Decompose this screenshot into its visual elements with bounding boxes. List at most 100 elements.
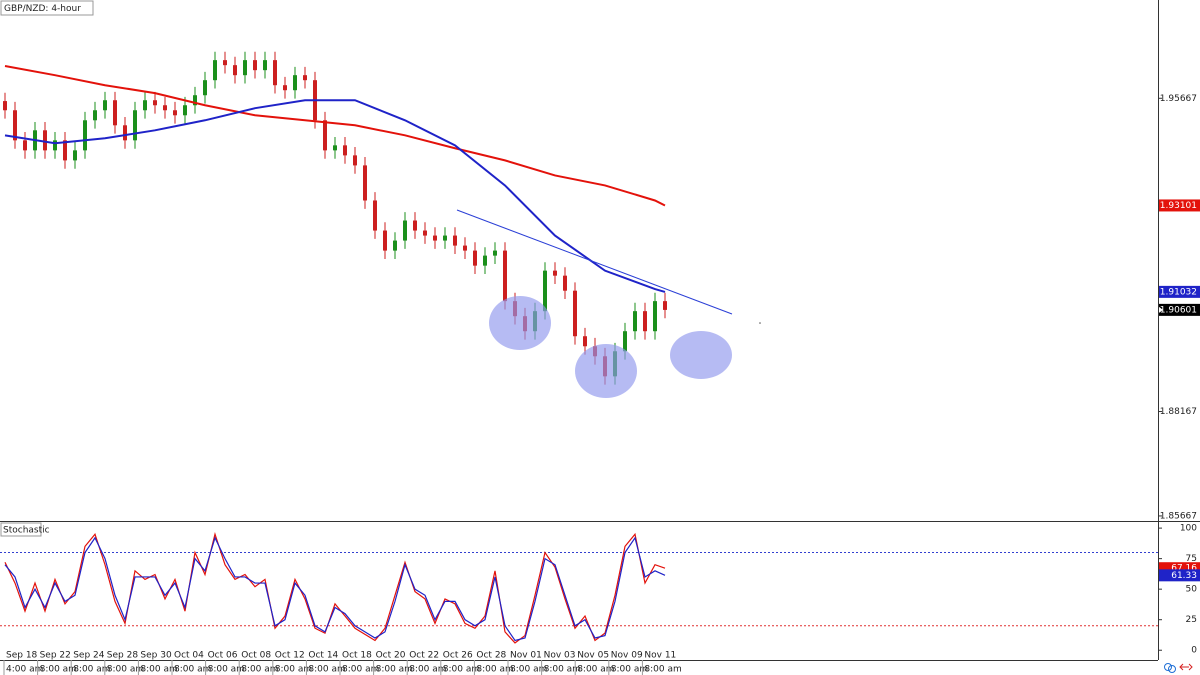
x-tick-sublabel: 8:00 am [577, 665, 614, 675]
candle-body [213, 60, 217, 81]
candle-body [263, 60, 267, 71]
x-tick-sublabel: 4:00 am [6, 665, 43, 675]
price-badge-label: 67.16 [1171, 564, 1197, 574]
y-tick-label: 1.85667 [1160, 511, 1197, 521]
candle-body [93, 110, 97, 121]
candle-body [123, 125, 127, 141]
candle-body [373, 200, 377, 231]
x-tick-sublabel: 8:00 am [409, 665, 446, 675]
highlight-circle [489, 296, 551, 350]
x-tick-label: Oct 08 [241, 651, 271, 661]
price-badge-label: 1.91032 [1160, 287, 1197, 297]
x-tick-sublabel: 8:00 am [208, 665, 245, 675]
candle-body [153, 100, 157, 106]
candle-body [323, 120, 327, 151]
x-tick-label: Oct 06 [208, 651, 238, 661]
candle-body [663, 301, 667, 310]
price-badge [1159, 303, 1200, 316]
candle-body [43, 130, 47, 151]
candle-body [303, 75, 307, 81]
highlight-circle [670, 331, 732, 379]
candle-body [53, 140, 57, 151]
candle-body [623, 331, 627, 352]
y-tick-label: 1.95667 [1160, 94, 1197, 104]
scroll-icon[interactable] [1179, 663, 1193, 671]
x-tick-label: Nov 09 [611, 651, 643, 661]
candle-body [63, 140, 67, 161]
toolbar-icons[interactable] [1164, 663, 1193, 673]
x-tick-sublabel: 8:00 am [275, 665, 312, 675]
y-tick-label: 1.88167 [1160, 407, 1197, 417]
x-tick-sublabel: 8:00 am [476, 665, 513, 675]
indicator-title: Stochastic [3, 526, 50, 536]
x-tick-sublabel: 8:00 am [644, 665, 681, 675]
candle-body [473, 250, 477, 266]
chart-title: GBP/NZD: 4-hour [4, 4, 81, 14]
candle-body [83, 120, 87, 151]
candle-body [573, 290, 577, 337]
price-badge-label: 1.90601 [1160, 305, 1197, 315]
x-tick-sublabel: 8:00 am [174, 665, 211, 675]
candle-body [393, 240, 397, 251]
candle-body [143, 100, 147, 111]
x-tick-sublabel: 8:00 am [611, 665, 648, 675]
candle-body [493, 250, 497, 256]
x-tick-label: Oct 12 [275, 651, 305, 661]
candle-body [583, 336, 587, 347]
stochastic-line [4, 532, 666, 644]
x-tick-label: Oct 28 [476, 651, 506, 661]
x-tick-label: Sep 18 [6, 651, 38, 661]
x-tick-label: Sep 28 [107, 651, 139, 661]
x-tick-sublabel: 8:00 am [107, 665, 144, 675]
candle-body [643, 311, 647, 332]
candle-body [133, 110, 137, 141]
candle-body [353, 155, 357, 166]
x-tick-sublabel: 8:00 am [241, 665, 278, 675]
candle-body [423, 230, 427, 236]
stochastic-line [4, 536, 666, 642]
candle-body [173, 110, 177, 116]
candle-body [483, 255, 487, 266]
price-badge-label: 1.93101 [1160, 201, 1197, 211]
link-icon[interactable] [1168, 665, 1176, 673]
x-tick-label: Nov 01 [510, 651, 542, 661]
candle-body [293, 75, 297, 91]
x-tick-label: Nov 11 [644, 651, 676, 661]
candle-body [413, 220, 417, 231]
candle-body [193, 95, 197, 106]
x-tick-sublabel: 8:00 am [140, 665, 177, 675]
x-tick-label: Nov 03 [544, 651, 576, 661]
y-tick-label: 75 [1186, 554, 1197, 564]
candle-body [273, 60, 277, 86]
candle-body [183, 105, 187, 116]
x-tick-label: Sep 22 [40, 651, 71, 661]
price-pointer [1159, 306, 1163, 313]
candle-body [633, 311, 637, 332]
x-tick-label: Nov 05 [577, 651, 609, 661]
x-tick-label: Oct 04 [174, 651, 204, 661]
candle-body [653, 301, 657, 332]
x-tick-sublabel: 8:00 am [308, 665, 345, 675]
x-tick-sublabel: 8:00 am [376, 665, 413, 675]
x-tick-label: Oct 26 [443, 651, 473, 661]
cursor-dot [759, 322, 761, 324]
x-tick-sublabel: 8:00 am [342, 665, 379, 675]
candle-body [233, 65, 237, 76]
candle-body [113, 100, 117, 126]
x-tick-label: Oct 14 [308, 651, 338, 661]
indicator-title-box [0, 522, 42, 537]
x-tick-label: Oct 20 [376, 651, 406, 661]
candle-body [103, 100, 107, 111]
price-badge [1159, 285, 1200, 298]
candle-body [23, 140, 27, 151]
y-tick-label: 100 [1180, 524, 1197, 534]
candle-body [203, 80, 207, 96]
main-panel: 1.85667 1.88167 1.95667 1.93101 1.91032 1.906… [0, 51, 1200, 675]
candle-body [243, 60, 247, 76]
candle-body [223, 60, 227, 66]
candle-body [553, 270, 557, 276]
price-badge-label: 61.33 [1171, 571, 1197, 581]
link-icon[interactable] [1164, 663, 1172, 671]
candle-body [363, 165, 367, 201]
